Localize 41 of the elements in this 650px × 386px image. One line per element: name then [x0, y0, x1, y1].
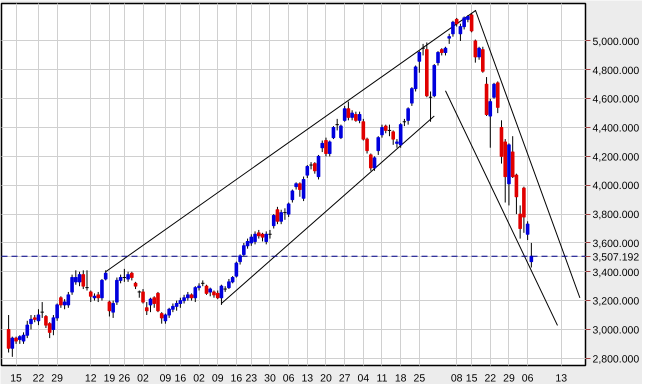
x-tick-label: 29 [503, 372, 515, 384]
y-tick-label: 4,600.000 [592, 94, 640, 106]
y-tick-label: 3,200.000 [592, 296, 640, 308]
x-tick-label: 02 [193, 372, 206, 384]
ref-line-label: 3,507.192 [592, 251, 640, 264]
x-tick-label: 22 [32, 372, 44, 384]
y-tick-label: 3,600.000 [592, 238, 640, 250]
y-tick-label: 5,000.000 [592, 36, 640, 48]
x-tick-label: 15 [466, 372, 478, 384]
x-tick-label: 23 [245, 372, 258, 384]
x-tick-label: 19 [104, 372, 116, 384]
y-tick-label: 4,800.000 [592, 64, 640, 77]
x-tick-label: 11 [376, 372, 388, 384]
x-tick-label: 12 [84, 372, 97, 384]
x-tick-label: 13 [555, 372, 568, 384]
y-tick-label: 4,400.000 [592, 122, 640, 135]
y-tick-label: 3,800.000 [592, 209, 640, 222]
x-tick-label: 16 [230, 372, 242, 384]
x-tick-label: 27 [338, 372, 351, 384]
y-tick-label: 3,400.000 [592, 266, 640, 279]
y-tick-label: 4,000.000 [592, 180, 640, 192]
x-tick-label: 04 [357, 372, 370, 384]
x-tick-label: 16 [174, 372, 186, 384]
y-tick-label: 4,200.000 [592, 151, 640, 164]
x-tick-label: 26 [118, 372, 130, 384]
y-tick-label: 2,800.000 [592, 353, 640, 366]
x-tick-label: 13 [301, 372, 314, 384]
x-tick-label: 06 [282, 372, 295, 384]
x-tick-label: 06 [522, 372, 534, 384]
x-tick-label: 09 [160, 372, 172, 384]
x-tick-label: 09 [212, 372, 224, 384]
x-tick-label: 15 [10, 372, 22, 384]
x-tick-label: 22 [484, 372, 496, 384]
x-tick-label: 08 [450, 372, 463, 384]
x-tick-label: 02 [137, 372, 150, 384]
x-tick-label: 20 [320, 372, 332, 384]
x-tick-label: 18 [394, 372, 407, 384]
x-tick-label: 25 [413, 372, 426, 384]
y-tick-label: 3,000.000 [592, 324, 640, 336]
x-tick-label: 30 [264, 372, 276, 384]
x-tick-label: 29 [51, 372, 64, 384]
